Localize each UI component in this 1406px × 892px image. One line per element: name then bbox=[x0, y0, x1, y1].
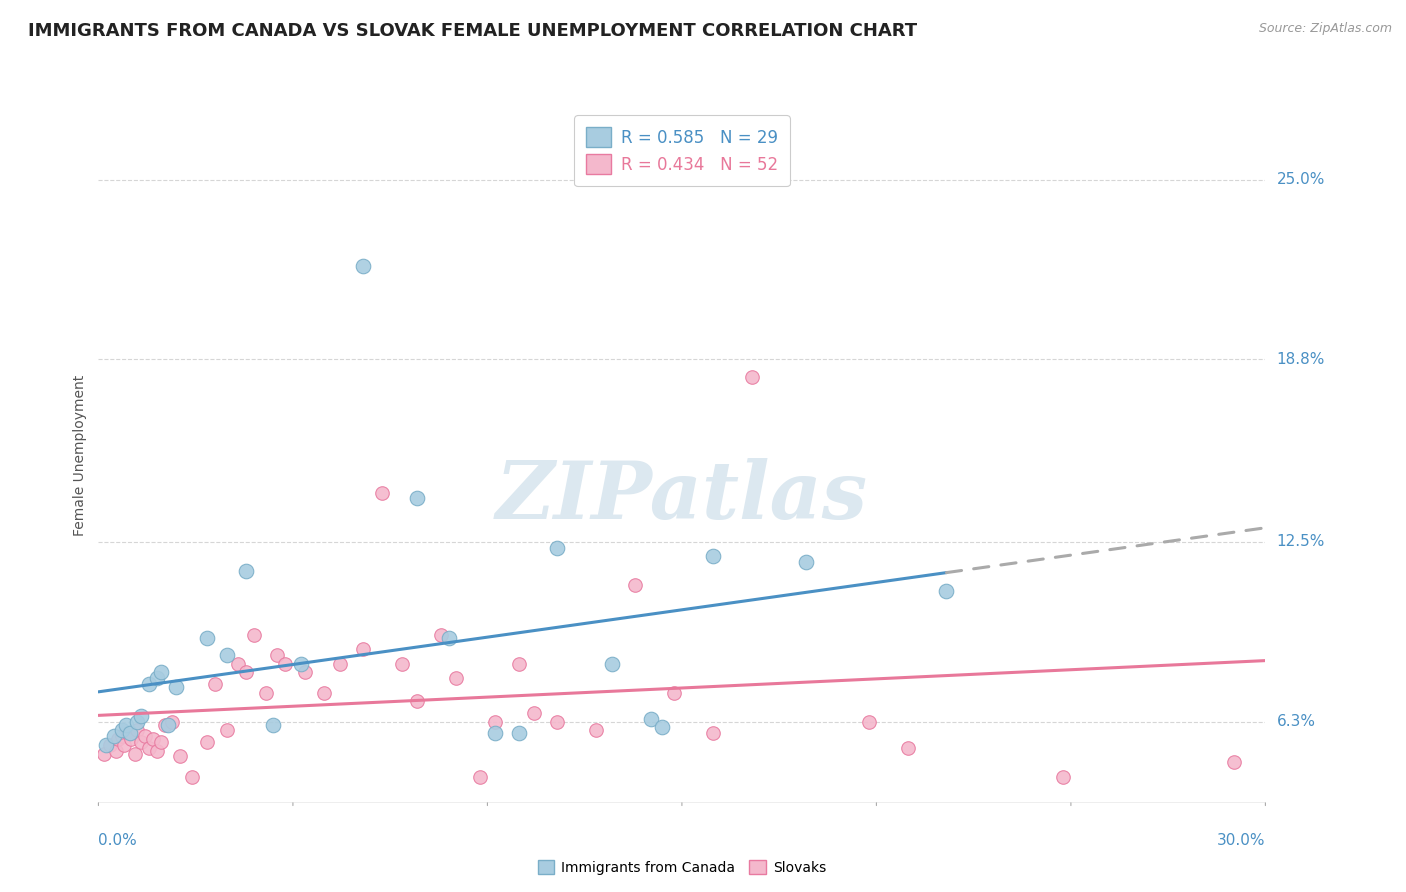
Point bbox=[290, 657, 312, 671]
Point bbox=[146, 744, 169, 758]
Text: 18.8%: 18.8% bbox=[1277, 351, 1324, 367]
Point bbox=[96, 738, 118, 752]
Point bbox=[138, 677, 160, 691]
Point bbox=[312, 685, 335, 699]
Point bbox=[149, 665, 172, 680]
Point bbox=[484, 726, 506, 740]
Y-axis label: Female Unemployment: Female Unemployment bbox=[73, 375, 87, 535]
Point bbox=[215, 648, 238, 662]
Point bbox=[935, 584, 957, 599]
Point bbox=[484, 714, 506, 729]
Point bbox=[662, 685, 685, 699]
Point bbox=[138, 740, 160, 755]
Point bbox=[523, 706, 546, 720]
Point bbox=[1052, 770, 1074, 784]
Point bbox=[406, 694, 429, 708]
Point bbox=[446, 671, 468, 685]
Point bbox=[352, 260, 374, 274]
Point bbox=[112, 738, 135, 752]
Point bbox=[508, 657, 530, 671]
Point bbox=[103, 729, 125, 743]
Point bbox=[153, 717, 176, 731]
Point bbox=[228, 657, 250, 671]
Point bbox=[796, 555, 818, 569]
Point bbox=[640, 712, 662, 726]
Point bbox=[294, 665, 316, 680]
Point bbox=[651, 721, 673, 735]
Point bbox=[111, 729, 134, 743]
Point bbox=[741, 369, 763, 384]
Point bbox=[896, 740, 918, 755]
Point bbox=[104, 744, 127, 758]
Point bbox=[391, 657, 413, 671]
Point bbox=[98, 738, 121, 752]
Text: 25.0%: 25.0% bbox=[1277, 172, 1324, 187]
Point bbox=[437, 631, 460, 645]
Point bbox=[165, 680, 187, 694]
Point bbox=[204, 677, 226, 691]
Point bbox=[702, 726, 724, 740]
Point bbox=[546, 714, 568, 729]
Point bbox=[114, 717, 136, 731]
Point bbox=[585, 723, 607, 738]
Point bbox=[169, 749, 191, 764]
Text: 0.0%: 0.0% bbox=[98, 833, 138, 848]
Text: 6.3%: 6.3% bbox=[1277, 714, 1316, 729]
Text: Source: ZipAtlas.com: Source: ZipAtlas.com bbox=[1258, 22, 1392, 36]
Point bbox=[329, 657, 352, 671]
Point bbox=[546, 541, 568, 555]
Point bbox=[118, 726, 141, 740]
Point bbox=[243, 628, 266, 642]
Point bbox=[142, 731, 165, 746]
Point bbox=[93, 747, 115, 761]
Point bbox=[129, 735, 152, 749]
Point bbox=[600, 657, 623, 671]
Point bbox=[149, 735, 172, 749]
Point bbox=[215, 723, 238, 738]
Legend: R = 0.585   N = 29, R = 0.434   N = 52: R = 0.585 N = 29, R = 0.434 N = 52 bbox=[574, 115, 790, 186]
Point bbox=[180, 770, 202, 784]
Point bbox=[1223, 755, 1246, 769]
Legend: Immigrants from Canada, Slovaks: Immigrants from Canada, Slovaks bbox=[533, 855, 831, 880]
Point bbox=[254, 685, 277, 699]
Point bbox=[429, 628, 451, 642]
Point bbox=[352, 642, 374, 657]
Point bbox=[107, 731, 129, 746]
Point bbox=[127, 723, 149, 738]
Point bbox=[157, 717, 180, 731]
Point bbox=[235, 564, 257, 578]
Text: ZIPatlas: ZIPatlas bbox=[496, 458, 868, 535]
Text: IMMIGRANTS FROM CANADA VS SLOVAK FEMALE UNEMPLOYMENT CORRELATION CHART: IMMIGRANTS FROM CANADA VS SLOVAK FEMALE … bbox=[28, 22, 917, 40]
Point bbox=[406, 491, 429, 506]
Point bbox=[117, 726, 139, 740]
Point bbox=[468, 770, 491, 784]
Point bbox=[702, 549, 724, 564]
Point bbox=[111, 723, 134, 738]
Point bbox=[134, 729, 156, 743]
Point bbox=[121, 731, 143, 746]
Point bbox=[195, 735, 218, 749]
Text: 12.5%: 12.5% bbox=[1277, 534, 1324, 549]
Point bbox=[129, 708, 152, 723]
Point bbox=[124, 747, 146, 761]
Point bbox=[266, 648, 288, 662]
Point bbox=[858, 714, 880, 729]
Point bbox=[371, 485, 394, 500]
Point bbox=[274, 657, 297, 671]
Point bbox=[162, 714, 184, 729]
Point bbox=[262, 717, 284, 731]
Point bbox=[235, 665, 257, 680]
Point bbox=[624, 578, 647, 592]
Point bbox=[195, 631, 218, 645]
Point bbox=[146, 671, 169, 685]
Point bbox=[127, 714, 149, 729]
Point bbox=[508, 726, 530, 740]
Text: 30.0%: 30.0% bbox=[1218, 833, 1265, 848]
